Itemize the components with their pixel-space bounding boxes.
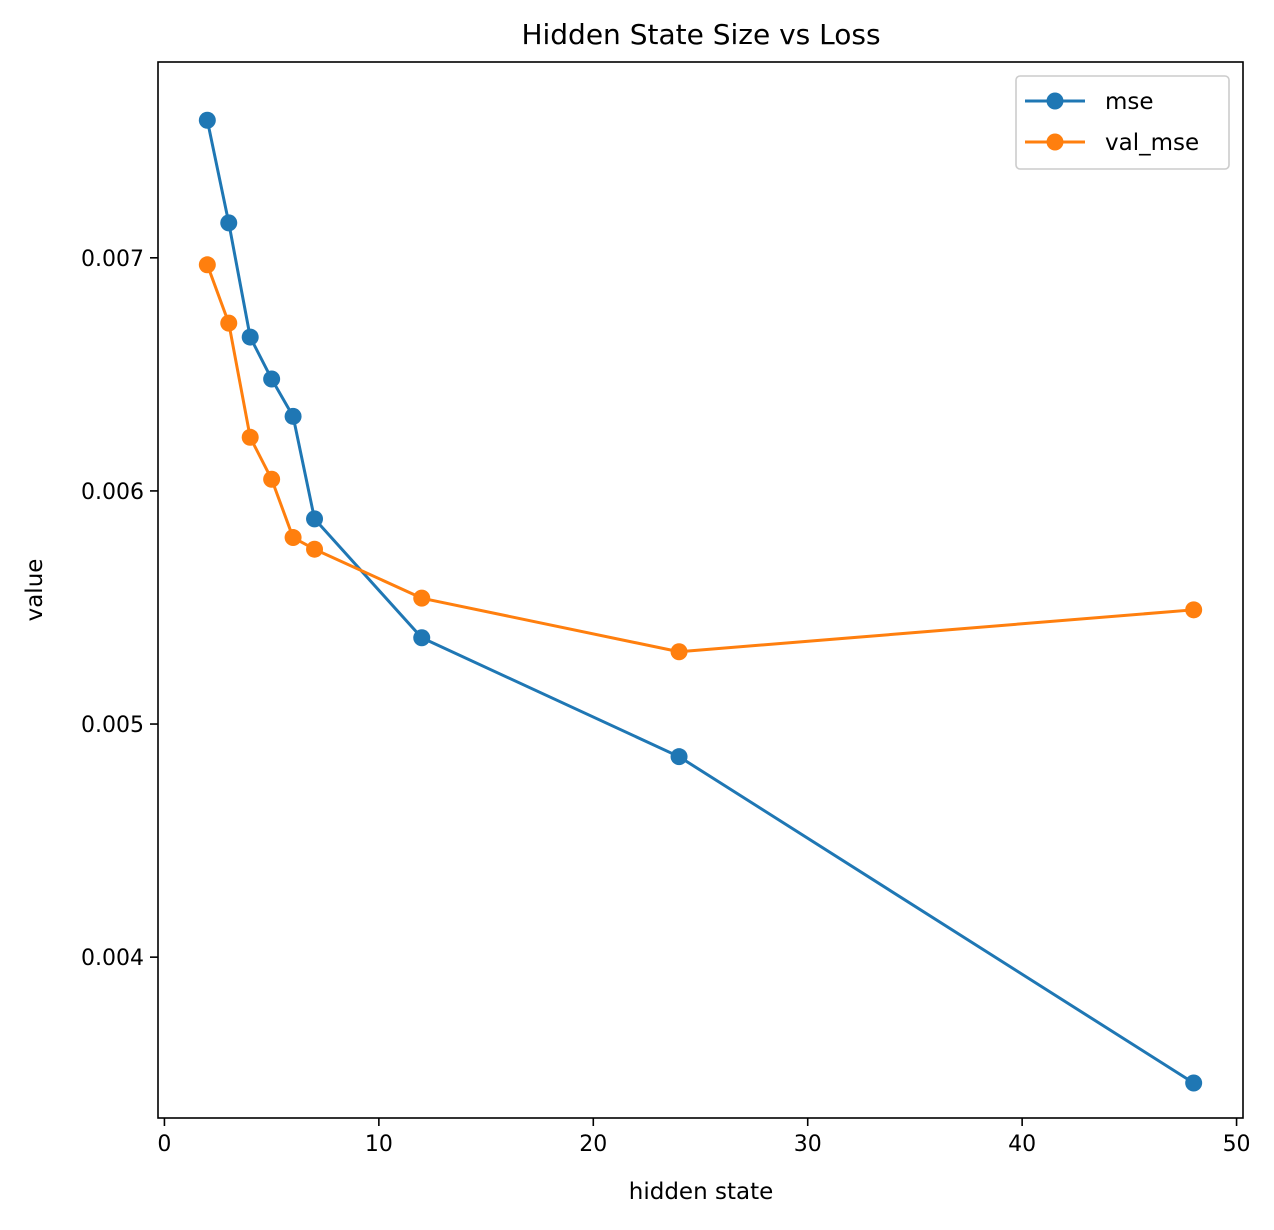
series-line	[205, 264, 1194, 654]
data-point	[220, 214, 238, 232]
x-tick-label: 30	[794, 1132, 822, 1157]
data-point	[198, 111, 216, 129]
data-point	[263, 470, 281, 488]
series-layer	[198, 111, 1203, 1092]
legend-label: val_mse	[1105, 130, 1199, 156]
x-tick-label: 20	[579, 1132, 607, 1157]
x-tick-label: 0	[157, 1132, 171, 1157]
data-point	[263, 370, 281, 388]
series-mse	[198, 111, 1203, 1092]
y-axis-label: value	[22, 559, 48, 622]
data-point	[306, 510, 324, 528]
legend-item: val_mse	[1025, 130, 1199, 156]
y-tick-label: 0.004	[81, 946, 144, 971]
y-tick-label: 0.006	[81, 480, 144, 505]
series-val-mse	[198, 256, 1203, 661]
data-point	[670, 643, 688, 661]
y-tick-label: 0.007	[81, 247, 144, 272]
data-point	[284, 407, 302, 425]
legend-label: mse	[1105, 89, 1154, 115]
y-axis-ticks: 0.004 0.005 0.006 0.007	[81, 247, 158, 971]
data-point	[413, 589, 431, 607]
legend-swatch-marker	[1046, 133, 1064, 151]
chart-title: Hidden State Size vs Loss	[521, 18, 880, 51]
data-point	[670, 748, 688, 766]
x-tick-label: 40	[1008, 1132, 1036, 1157]
data-point	[306, 540, 324, 558]
x-axis-ticks: 0 10 20 30 40 50	[157, 1118, 1251, 1157]
x-tick-label: 10	[365, 1132, 393, 1157]
data-point	[284, 529, 302, 547]
series-line	[205, 119, 1195, 1085]
data-point	[413, 629, 431, 647]
data-point	[1185, 601, 1203, 619]
x-axis-label: hidden state	[629, 1179, 773, 1205]
data-point	[220, 314, 238, 332]
legend-swatch-marker	[1046, 92, 1064, 110]
data-point	[241, 428, 259, 446]
data-point	[241, 328, 259, 346]
y-tick-label: 0.005	[81, 713, 144, 738]
legend-item: mse	[1025, 89, 1154, 115]
chart-legend: mse val_mse	[1015, 75, 1230, 170]
plot-area-frame	[157, 61, 1244, 1119]
data-point	[198, 256, 216, 274]
legend-frame	[1015, 75, 1230, 170]
x-tick-label: 50	[1223, 1132, 1251, 1157]
data-point	[1185, 1074, 1203, 1092]
